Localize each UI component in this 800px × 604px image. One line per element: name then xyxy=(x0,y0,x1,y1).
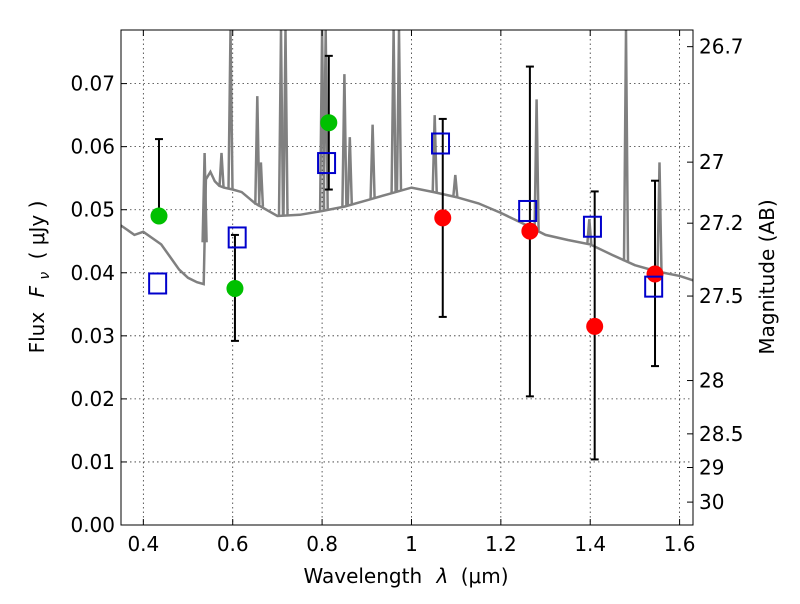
plot-frame xyxy=(120,29,694,526)
plot-area xyxy=(121,30,693,461)
y-tick-label: 0.05 xyxy=(70,198,115,222)
y-axis-label-subscript: ν xyxy=(37,272,53,280)
spectrum-emission-line xyxy=(395,30,403,192)
data-point-square xyxy=(148,272,168,295)
spectrum-emission-line xyxy=(390,30,397,193)
y2-axis-ticks: 26.7 27 27.2 27.5 28 28.5 29 30 xyxy=(687,35,744,514)
spectrum-emission-line xyxy=(622,30,630,262)
y2-tick-label: 26.7 xyxy=(699,35,744,59)
y-tick-label: 0.03 xyxy=(70,324,115,348)
y2-tick-label: 27.5 xyxy=(699,284,744,308)
spectrum-emission-line xyxy=(533,99,540,231)
data-point-square xyxy=(227,226,247,249)
data-point-circle xyxy=(150,207,168,225)
spectrum-emission-line xyxy=(254,96,261,205)
x-tick-label: 0.4 xyxy=(127,532,159,556)
y-axis-label-symbol: F xyxy=(25,285,49,297)
spectrum-emission-line xyxy=(452,174,459,198)
spectrum-continuum xyxy=(121,169,693,286)
y2-tick-label: 30 xyxy=(699,490,724,514)
spectrum-emission-line xyxy=(201,152,208,243)
data-point-square xyxy=(518,199,538,222)
y2-axis-label: Magnitude (AB) xyxy=(755,199,779,354)
y2-tick-label: 27.2 xyxy=(699,211,744,235)
x-tick-label: 0.6 xyxy=(217,532,249,556)
spectrum-emission-line xyxy=(218,152,225,187)
y-tick-label: 0.01 xyxy=(70,450,115,474)
spectrum-emission-line xyxy=(369,124,376,199)
x-tick-label: 1.4 xyxy=(574,532,606,556)
spectrum-emission-line xyxy=(431,115,438,193)
y-tick-label: 0.07 xyxy=(70,72,115,96)
y-axis-label-word: Flux xyxy=(25,312,49,354)
y-axis-label: Flux F ν ( μJy ) xyxy=(25,201,54,354)
y2-tick-label: 28.5 xyxy=(699,422,744,446)
spectrum-emission-line xyxy=(656,162,663,273)
data-point-square xyxy=(431,132,451,155)
y-axis-label-unit: ( μJy ) xyxy=(25,201,49,260)
spectrum-emission-line xyxy=(227,30,234,190)
data-point-square xyxy=(317,152,337,175)
x-tick-label: 1.6 xyxy=(664,532,696,556)
spectrum-emission-line xyxy=(322,30,329,211)
y-tick-label: 0.06 xyxy=(70,135,115,159)
data-point-circle xyxy=(586,317,604,335)
x-axis-label-symbol: λ xyxy=(436,564,449,588)
y2-tick-label: 28 xyxy=(699,369,724,393)
x-axis-label: Wavelength λ (μm) xyxy=(303,564,508,588)
model-spectrum xyxy=(121,30,693,286)
spectrum-emission-line xyxy=(257,162,265,207)
spectrum-emission-line xyxy=(341,74,348,207)
y-tick-label: 0.00 xyxy=(70,513,115,537)
y-axis-ticks: 0.00 0.01 0.02 0.03 0.04 0.05 0.06 0.07 xyxy=(70,72,127,537)
spectrum-emission-line xyxy=(346,137,354,206)
x-tick-label: 0.8 xyxy=(306,532,338,556)
data-point-square xyxy=(582,215,602,238)
spectrum-emission-line xyxy=(586,219,593,245)
data-point-circle xyxy=(320,114,338,132)
x-axis-label-word: Wavelength xyxy=(303,564,422,588)
x-tick-label: 1 xyxy=(405,532,418,556)
data-point-circle xyxy=(434,209,452,227)
x-tick-label: 1.2 xyxy=(485,532,517,556)
data-point-circle xyxy=(226,280,244,298)
grid-layer xyxy=(121,30,693,526)
spectrum-emission-line xyxy=(277,30,285,216)
x-axis-label-unit: (μm) xyxy=(461,564,509,588)
marker-layer xyxy=(148,114,664,335)
y-tick-label: 0.04 xyxy=(70,261,115,285)
data-point-circle xyxy=(646,265,664,283)
y2-tick-label: 27 xyxy=(699,150,724,174)
spectrum-emission-line xyxy=(282,30,289,216)
y-tick-label: 0.02 xyxy=(70,387,115,411)
data-point-circle xyxy=(521,222,539,240)
x-axis-ticks: 0.4 0.6 0.8 1 1.2 1.4 1.6 xyxy=(127,30,696,556)
y2-tick-label: 29 xyxy=(699,455,724,479)
data-point-square xyxy=(644,275,664,298)
